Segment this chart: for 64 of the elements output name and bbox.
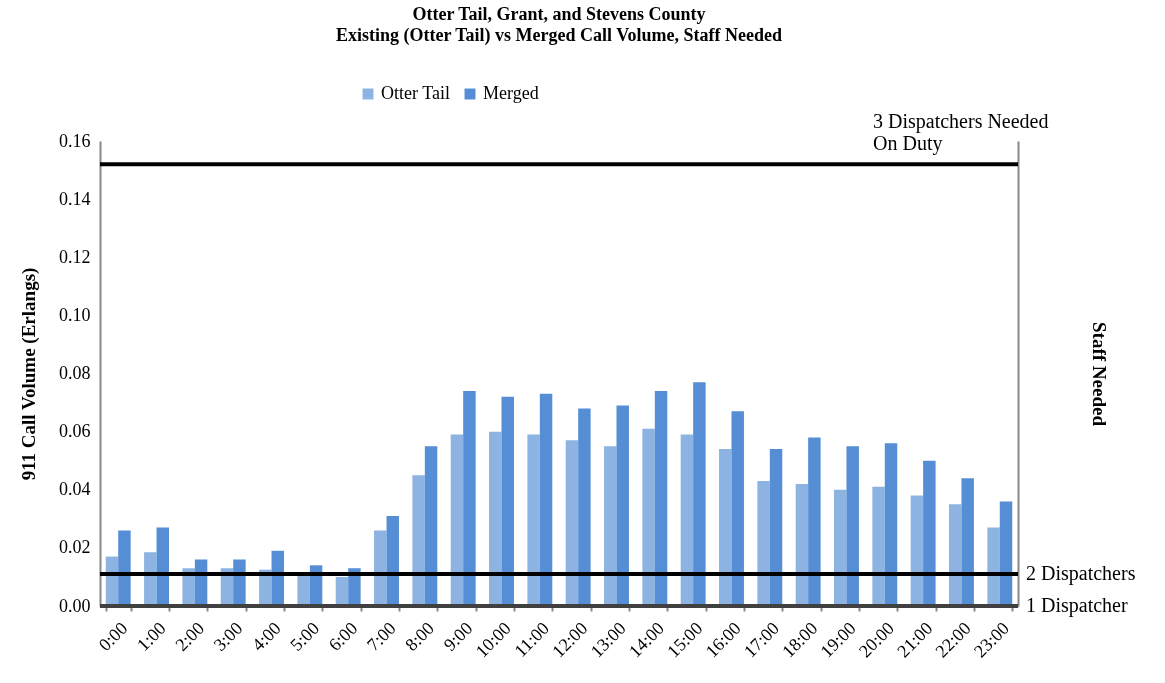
bar: [769, 449, 783, 606]
bar: [424, 446, 438, 606]
bar: [565, 440, 579, 606]
x-tick-label: 8:00: [401, 618, 439, 655]
ref-line-label: 1 Dispatcher: [1026, 594, 1128, 617]
bar: [489, 431, 502, 606]
ref-line-label: 2 Dispatchers: [1026, 562, 1136, 586]
chart-subtitle: Existing (Otter Tail) vs Merged Call Volume, Staff Needed: [335, 25, 783, 46]
bar: [539, 393, 553, 606]
bar: [578, 408, 591, 606]
x-tick-label: 9:00: [439, 618, 477, 655]
x-tick-label: 4:00: [247, 618, 285, 655]
bar: [374, 530, 387, 606]
bar: [527, 434, 540, 606]
bar: [335, 576, 349, 606]
y-tick-label: 0.08: [59, 363, 91, 383]
bar: [834, 489, 847, 606]
y-tick-label: 0.04: [59, 479, 91, 500]
y-tick-label: 0.02: [59, 537, 91, 558]
bar: [616, 405, 629, 606]
bar: [501, 396, 514, 606]
x-tick-label: 5:00: [286, 618, 324, 655]
x-tick-label: 2:00: [171, 618, 209, 655]
bar: [999, 501, 1013, 606]
x-tick-label: 7:00: [362, 618, 400, 655]
bar: [808, 437, 821, 606]
y-tick-label: 0.10: [59, 304, 91, 325]
x-tick-label: 6:00: [324, 618, 362, 655]
bar: [731, 411, 744, 606]
legend-label: Otter Tail: [381, 83, 450, 103]
ref-line-label: 3 Dispatchers Needed On Duty: [873, 110, 1049, 156]
bar: [961, 478, 974, 606]
bar: [846, 446, 859, 606]
y-axis-title: 911 Call Volume (Erlangs): [18, 267, 40, 481]
bar: [680, 434, 694, 606]
bar: [654, 390, 668, 606]
bar: [923, 460, 936, 606]
bar: [463, 390, 476, 606]
x-tick-label: 3:00: [209, 618, 247, 655]
y-tick-label: 0.06: [59, 421, 91, 442]
bar: [757, 481, 770, 606]
bar: [118, 530, 131, 606]
bar: [884, 443, 898, 606]
bar: [949, 504, 962, 606]
bar: [386, 515, 399, 606]
bar: [642, 428, 655, 606]
bar: [450, 434, 464, 606]
bar: [872, 486, 885, 606]
bar: [795, 483, 809, 606]
bar: [693, 382, 706, 606]
bar: [987, 527, 1000, 606]
bar: [719, 449, 732, 606]
legend-label: Merged: [483, 83, 539, 103]
bar: [604, 446, 617, 606]
y-tick-label: 0.16: [59, 130, 91, 151]
chart-title: Otter Tail, Grant, and Stevens County: [412, 4, 706, 24]
y-tick-label: 0.14: [59, 188, 91, 209]
x-tick-label: 1:00: [132, 618, 170, 655]
bar: [910, 495, 924, 606]
bar: [412, 475, 425, 606]
y-tick-label: 0.00: [59, 595, 91, 616]
y-tick-label: 0.12: [59, 246, 91, 267]
x-tick-label: 0:00: [94, 618, 132, 655]
y2-axis-title: Staff Needed: [1088, 322, 1110, 427]
